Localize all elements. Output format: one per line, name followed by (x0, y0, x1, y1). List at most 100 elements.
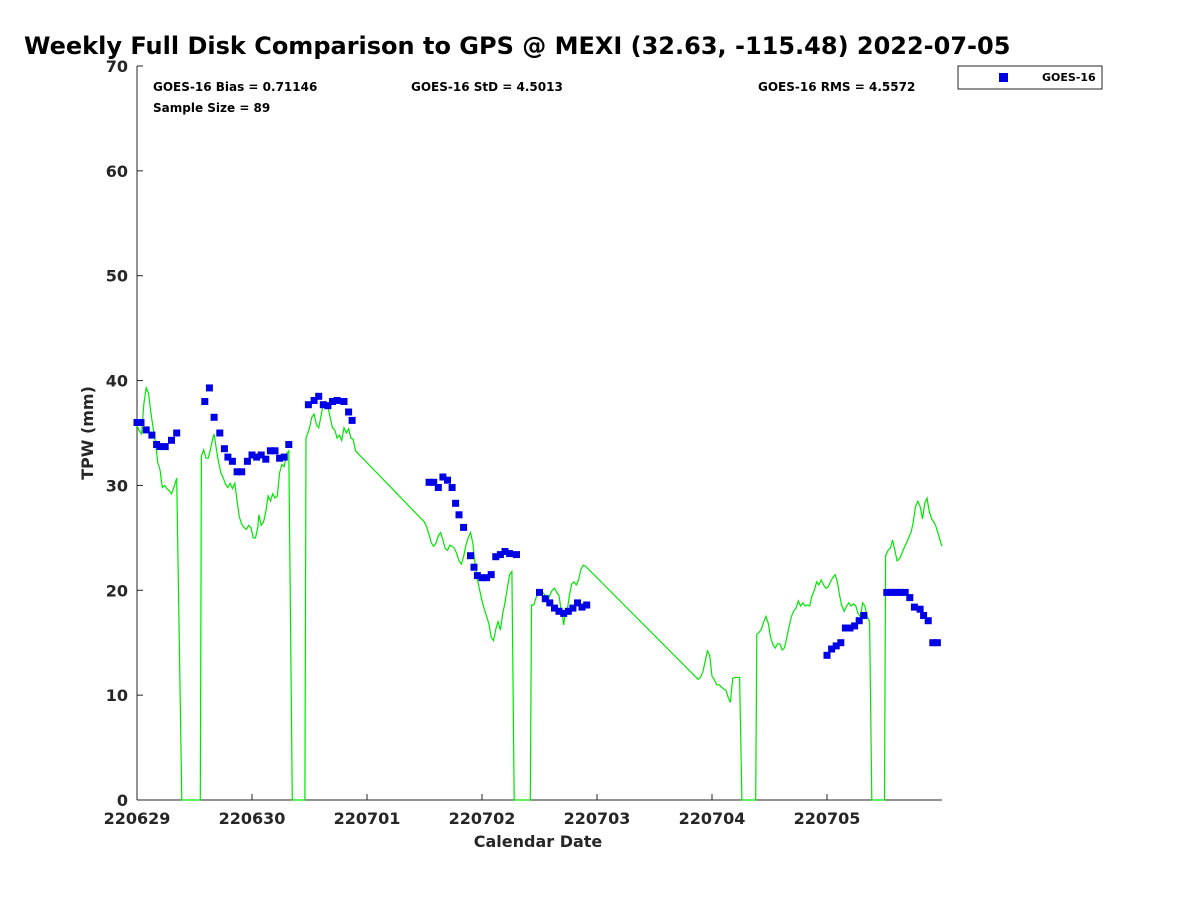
goes-16-point (924, 617, 932, 625)
goes-16-point (148, 431, 156, 439)
goes-16-point (887, 588, 895, 596)
goes-16-point (910, 603, 918, 611)
plot-area: 0 10 20 30 40 50 60 70 220629 220630 220701 220702… (104, 57, 943, 828)
goes-16-point (541, 595, 549, 603)
x-tick-label: 220705 (794, 809, 861, 828)
rms-stat: GOES-16 RMS = 4.5572 (758, 80, 915, 94)
goes-16-point (439, 473, 447, 481)
gps-line (136, 385, 943, 801)
goes-16-point (452, 499, 460, 507)
goes-16-point (455, 511, 463, 519)
goes-16-point (841, 624, 849, 632)
goes-16-point (348, 416, 356, 424)
goes-16-point (920, 612, 928, 619)
goes-16-point (933, 639, 941, 647)
goes-16-point (142, 426, 150, 434)
chart-title: Weekly Full Disk Comparison to GPS @ MEX… (24, 32, 1010, 60)
legend: GOES-16 (957, 65, 1103, 90)
goes-16-point (837, 639, 845, 647)
goes-16-point (916, 605, 924, 613)
goes-16-point (460, 523, 468, 531)
goes-16-point (345, 408, 353, 416)
goes-16-point (257, 451, 265, 459)
goes-16-point (546, 599, 554, 607)
goes-16-point (574, 599, 581, 607)
goes-16-point (560, 609, 568, 617)
y-tick-label: 20 (106, 581, 128, 600)
goes-16-point (483, 574, 491, 582)
goes-16-point (487, 571, 495, 579)
goes-16-point (496, 551, 504, 559)
goes-16-point (832, 642, 840, 650)
goes-16-point (473, 572, 481, 580)
x-tick-label: 220630 (219, 809, 286, 828)
goes-16-point (823, 651, 831, 659)
goes-16-point (210, 413, 218, 421)
goes-16-point (851, 622, 859, 630)
goes-16-point (156, 443, 164, 451)
goes-16-point (425, 478, 433, 486)
goes-16-point (555, 607, 563, 615)
x-axis-title: Calendar Date (474, 832, 603, 851)
goes-16-point (578, 603, 586, 611)
y-axis-title: TPW (mm) (78, 386, 97, 480)
goes-16-point (280, 453, 288, 461)
goes-16-point (271, 447, 279, 455)
goes-16-point (310, 397, 318, 404)
goes-16-point (478, 574, 486, 582)
goes-16-point (329, 398, 336, 405)
goes-16-point (430, 478, 438, 486)
goes-16-point (253, 453, 261, 461)
goes-16-point (569, 604, 577, 612)
goes-16-point (220, 445, 228, 453)
goes-16-point (168, 436, 175, 444)
goes-16-point (233, 468, 241, 476)
goes-16-point (340, 398, 348, 405)
goes-16-point (228, 457, 236, 465)
goes-16-point (551, 604, 558, 612)
goes-16-point (224, 453, 232, 461)
y-tick-label: 50 (106, 267, 128, 286)
goes-16-point (501, 548, 509, 555)
goes-16-point (846, 624, 854, 632)
goes-16-point (262, 455, 270, 463)
goes-16-point (467, 552, 474, 560)
y-tick-label: 70 (106, 57, 128, 76)
goes-16-point (883, 588, 891, 596)
goes-16-point (137, 419, 145, 426)
goes-16-point (448, 484, 456, 491)
goes-16-point (828, 645, 836, 653)
goes-16-point (892, 588, 900, 596)
goes-16-point (506, 550, 514, 558)
goes-16-point (901, 588, 909, 596)
y-ticks: 0 10 20 30 40 50 60 70 (106, 57, 143, 810)
goes-16-point (238, 468, 246, 476)
x-ticks: 220629 220630 220701 220702 220703 220704 2207… (104, 794, 861, 828)
goes-16-point (536, 588, 543, 596)
x-tick-label: 220629 (104, 809, 171, 828)
y-tick-label: 10 (106, 686, 128, 705)
goes-16-point (434, 484, 442, 491)
goes-16-point (855, 617, 863, 625)
y-tick-label: 60 (106, 162, 128, 181)
goes-16-point (860, 612, 868, 619)
goes-16-point (243, 457, 251, 465)
legend-box (957, 65, 1103, 90)
goes-16-point (324, 402, 332, 410)
y-tick-label: 0 (117, 791, 128, 810)
goes-16-point (216, 429, 224, 437)
goes-16-point (929, 639, 937, 647)
sample-size-stat: Sample Size = 89 (153, 101, 270, 115)
legend-marker-goes-16 (999, 73, 1008, 82)
goes-16-point (266, 447, 274, 455)
goes-16-point (161, 443, 169, 451)
goes-16-point (897, 588, 905, 596)
goes-16-point (333, 397, 341, 404)
goes-16-point (285, 441, 293, 448)
legend-label-goes-16: GOES-16 (1042, 71, 1096, 84)
goes-16-point (564, 607, 572, 615)
goes-16-point (248, 451, 256, 459)
goes-16-point (173, 429, 181, 437)
goes-16-point (470, 563, 478, 571)
